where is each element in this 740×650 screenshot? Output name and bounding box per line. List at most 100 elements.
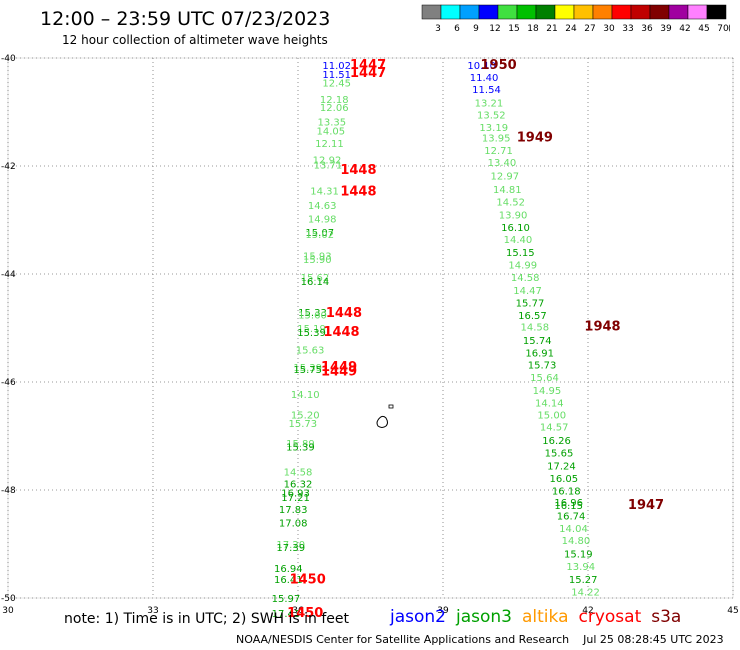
wave-height-point: 11.51 (322, 70, 351, 81)
wave-height-point: 16.05 (550, 474, 579, 485)
wave-height-point: 16.26 (542, 436, 571, 447)
credit-text: NOAA/NESDIS Center for Satellite Applica… (236, 633, 724, 646)
scale-label: 9 (473, 24, 479, 34)
scale-unit: (ft) (728, 24, 730, 34)
scale-label: 45 (698, 24, 709, 34)
wave-height-point: 16.94 (274, 564, 303, 575)
wave-height-point: 12.97 (491, 172, 520, 183)
wave-height-point: 16.18 (552, 486, 581, 497)
wave-height-point: 14.04 (559, 524, 588, 535)
wave-height-point: 15.65 (545, 449, 574, 460)
wave-height-point: 15.27 (569, 575, 598, 586)
time-label: 1447 (350, 66, 386, 81)
wave-height-point: 14.52 (496, 197, 525, 208)
y-tick-label: -48 (1, 486, 16, 496)
wave-height-point: 12.92 (313, 155, 342, 166)
wave-height-point: 14.63 (308, 201, 337, 212)
wave-height-point: 14.81 (493, 185, 522, 196)
x-tick-label: 42 (582, 606, 593, 616)
time-label: 1450 (290, 572, 326, 587)
wave-height-point: 15.60 (298, 310, 327, 321)
legend-entry-s3a: s3a (651, 607, 682, 627)
plot-frame (7, 57, 734, 599)
wave-height-point: 17.24 (547, 461, 576, 472)
wave-height-point: 17.83 (279, 505, 308, 516)
x-tick-label: 39 (437, 606, 449, 616)
x-tick-label: 45 (727, 606, 738, 616)
wave-height-point: 15.19 (297, 324, 326, 335)
legend-entry-jason2: jason2 (390, 607, 446, 627)
wave-height-point: 11.40 (470, 73, 499, 84)
scale-label: 27 (584, 24, 595, 34)
wave-height-point: 14.22 (571, 587, 600, 598)
wave-height-point: 15.63 (296, 345, 325, 356)
wave-height-point: 16.32 (284, 479, 313, 490)
wave-height-point: 15.15 (506, 248, 535, 259)
wave-height-point: 10.10 (467, 61, 496, 72)
time-label: 1450 (287, 606, 323, 621)
wave-height-point: 13.35 (318, 118, 347, 129)
scale-label: 36 (641, 24, 653, 34)
wave-height-point: 14.58 (511, 273, 540, 284)
wave-height-point: 12.71 (484, 146, 513, 157)
wave-height-point: 14.58 (521, 323, 550, 334)
note-text: note: 1) Time is in UTC; 2) SWH is in fe… (64, 611, 350, 627)
wave-height-point: 13.95 (482, 134, 511, 145)
wave-height-point: 14.14 (535, 398, 564, 409)
x-tick-label: 36 (292, 606, 304, 616)
wave-height-point: 15.89 (286, 439, 315, 450)
scale-label: 3 (435, 24, 441, 34)
scale-label: 21 (546, 24, 557, 34)
time-label: 1449 (321, 360, 357, 375)
scale-label: 70 (717, 24, 729, 34)
wave-height-point: 12.11 (315, 139, 344, 150)
time-label: 1949 (517, 131, 553, 146)
wave-height-point: 12.18 (320, 95, 349, 106)
wave-height-point: 13.94 (566, 562, 595, 573)
wave-height-point: 15.73 (528, 361, 557, 372)
time-label: 1950 (480, 58, 516, 73)
wave-height-point: 15.64 (530, 373, 559, 384)
wave-height-point: 15.77 (516, 298, 545, 309)
wave-height-point: 16.74 (557, 512, 586, 523)
wave-height-point: 16.14 (301, 277, 330, 288)
wave-height-point: 14.31 (310, 187, 339, 198)
scale-label: 15 (508, 24, 519, 34)
wave-height-point: 14.47 (513, 286, 542, 297)
wave-height-point: 14.98 (308, 215, 337, 226)
wave-height-point: 13.52 (477, 110, 506, 121)
wave-height-point: 12.06 (320, 103, 349, 114)
y-tick-label: -50 (1, 594, 16, 604)
scale-label: 6 (454, 24, 460, 34)
chart-title: 12:00 – 23:59 UTC 07/23/2023 (40, 8, 331, 30)
wave-height-point: 12.45 (322, 79, 351, 90)
wave-height-point: 15.93 (303, 251, 332, 262)
wave-height-point: 15.07 (305, 228, 334, 239)
y-tick-label: -42 (1, 162, 16, 172)
wave-height-point: 16.10 (501, 223, 530, 234)
wave-height-point: 15.02 (305, 230, 334, 241)
wave-height-point: 14.10 (291, 390, 320, 401)
wave-height-point: 15.39 (293, 363, 322, 374)
wave-height-point: 15.75 (293, 365, 322, 376)
scale-swatch (706, 4, 727, 20)
legend-entry-jason3: jason3 (456, 607, 512, 627)
scale-label: 33 (622, 24, 633, 34)
wave-height-point: 13.19 (479, 123, 508, 134)
wave-height-point: 15.39 (297, 328, 326, 339)
wave-height-point: 17.43 (272, 609, 301, 620)
wave-height-point: 14.95 (533, 386, 562, 397)
island-outline (376, 415, 388, 428)
x-tick-label: 33 (147, 606, 158, 616)
wave-height-point: 17.08 (279, 519, 308, 530)
legend-entry-cryosat: cryosat (578, 607, 642, 627)
wave-height-point: 15.33 (298, 308, 327, 319)
chart-subtitle: 12 hour collection of altimeter wave hei… (62, 33, 328, 47)
wave-height-point: 13.40 (488, 158, 517, 169)
wave-height-point: 15.39 (286, 443, 315, 454)
wave-height-point: 17.21 (281, 493, 310, 504)
time-label: 1449 (321, 365, 357, 380)
wave-height-point: 13.21 (475, 99, 504, 110)
wave-height-point: 11.54 (472, 85, 501, 96)
